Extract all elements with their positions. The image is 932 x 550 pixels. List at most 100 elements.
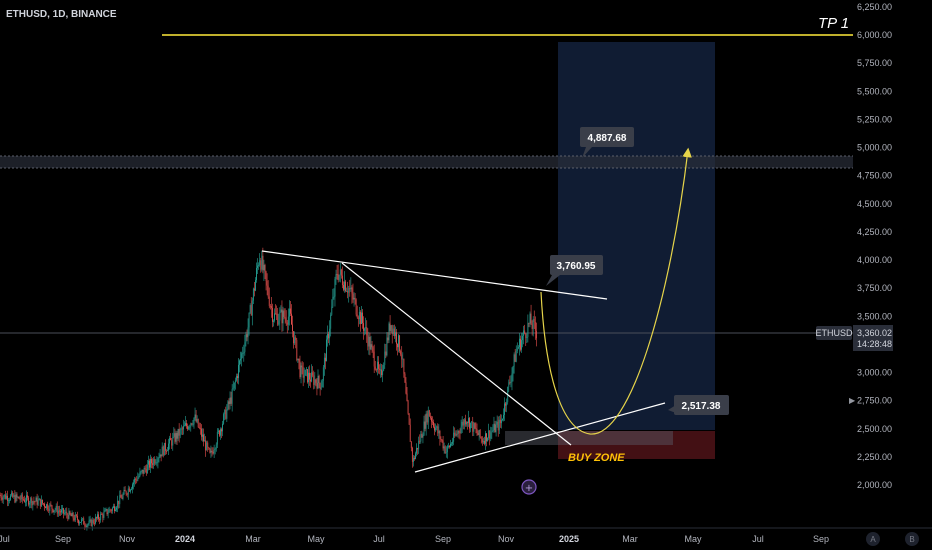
candle-body (294, 337, 296, 344)
upper-trendline[interactable] (261, 250, 608, 300)
descending-trendline[interactable] (341, 262, 572, 446)
candle-body (360, 311, 361, 324)
time-tick-label: Mar (245, 534, 261, 544)
candle-body (512, 366, 514, 374)
candle-body (86, 524, 88, 528)
candle-body (62, 508, 63, 510)
candle-body (17, 496, 19, 498)
candle-body (443, 446, 445, 449)
candle-body (440, 438, 442, 440)
candle-body (498, 419, 500, 431)
candle-body (184, 425, 185, 427)
candle-body (75, 514, 77, 517)
candle-body (22, 499, 24, 500)
projection-curve[interactable] (540, 147, 692, 435)
candle-body (119, 495, 121, 505)
candle-body (249, 305, 251, 313)
candle-body (530, 313, 532, 325)
time-tick-label: 2025 (559, 534, 579, 544)
candle-body (358, 311, 360, 320)
symbol-title[interactable]: ETHUSD, 1D, BINANCE (6, 9, 117, 20)
candle-body (113, 506, 114, 508)
candle-body (365, 326, 367, 329)
candle-body (78, 520, 79, 524)
candle-body (305, 369, 307, 370)
price-tick-label: 3,750.00 (857, 283, 892, 293)
candle-body (281, 309, 283, 324)
price-tick-label: 4,000.00 (857, 255, 892, 265)
candle-body (347, 291, 349, 293)
candle-body (18, 496, 20, 499)
candle-body (149, 460, 150, 468)
candle-body (93, 523, 95, 524)
candle-body (193, 417, 195, 425)
candle-body (494, 423, 496, 433)
candle-body (406, 393, 408, 402)
support-price-callout[interactable]: 2,517.38 (668, 395, 729, 415)
candle-body (491, 431, 493, 433)
candle-body (129, 489, 131, 492)
candle-body (419, 440, 421, 442)
target-price-callout[interactable]: 4,887.68 (580, 127, 634, 158)
candle-body (189, 426, 191, 428)
candle-body (250, 305, 252, 316)
candle-body (434, 426, 435, 431)
candle-body (381, 369, 382, 376)
candle-body (182, 425, 184, 430)
candle-body (50, 504, 52, 506)
candle-body (55, 505, 57, 510)
candle-body (164, 442, 166, 451)
candle-body (522, 335, 523, 341)
candle-body (372, 347, 374, 352)
candle-body (40, 499, 42, 507)
candle-body (102, 514, 104, 518)
candle-body (486, 433, 487, 442)
candle-body (38, 498, 40, 501)
candle-body (285, 317, 287, 323)
time-tick-label: Mar (622, 534, 638, 544)
candle-body (133, 482, 134, 485)
candle-body (153, 459, 155, 465)
buy-zone[interactable] (558, 431, 715, 459)
log-scale-button[interactable]: B (905, 532, 919, 546)
candle-body (7, 495, 8, 501)
candle-body (398, 335, 399, 348)
candle-body (110, 510, 112, 511)
auto-scale-button[interactable]: A (866, 532, 880, 546)
candle-body (96, 517, 97, 519)
event-marker-icon[interactable]: + (521, 479, 537, 495)
candle-body (413, 457, 414, 462)
candle-body (497, 421, 499, 431)
candle-body (85, 525, 87, 528)
candle-body (198, 427, 200, 428)
candle-body (2, 496, 4, 500)
price-axis[interactable] (853, 0, 932, 530)
candle-body (104, 510, 106, 512)
time-axis[interactable]: Jul Sep Nov 2024 Mar May Jul Sep Nov 2025 Mar May Ju… (0, 534, 829, 544)
candle-body (278, 320, 280, 325)
candle-body (137, 477, 139, 481)
candle-body (351, 287, 353, 294)
candle-body (362, 312, 363, 324)
candle-body (105, 509, 107, 511)
candle-body (135, 478, 137, 480)
candle-body (488, 430, 490, 438)
resistance-price-callout[interactable]: 3,760.95 (546, 255, 603, 286)
svg-text:+: + (525, 483, 533, 494)
candle-body (464, 419, 466, 425)
price-tick-label: 2,250.00 (857, 452, 892, 462)
candle-body (26, 495, 27, 502)
candle-body (272, 307, 273, 322)
target-zone[interactable] (558, 42, 715, 430)
candle-body (188, 426, 190, 430)
ascending-trendline[interactable] (414, 402, 666, 473)
candle-body (107, 512, 109, 515)
candle-body (325, 357, 326, 362)
candle-body (352, 293, 354, 300)
candle-body (156, 462, 158, 464)
candle-body (481, 439, 483, 443)
candle-body (350, 287, 352, 290)
target-price-band[interactable] (0, 156, 853, 168)
